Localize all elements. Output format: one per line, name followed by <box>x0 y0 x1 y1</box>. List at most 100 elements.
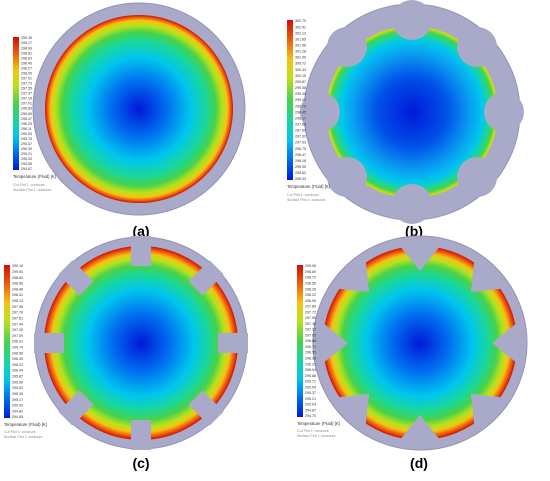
legend-value: 298.99 <box>21 46 32 50</box>
panel-c-label: (c) <box>132 455 149 471</box>
panel-c-legend-bar <box>4 265 10 418</box>
legend-value: 296.91 <box>12 340 23 344</box>
legend-value: 295.00 <box>12 404 23 408</box>
legend-value: 295.52 <box>12 386 23 390</box>
legend-value: 295.87 <box>12 375 23 379</box>
legend-value: 295.88 <box>305 374 316 378</box>
panel-b-caption-1: Cut Plot 1: contours <box>287 193 319 197</box>
panel-d-legend-title: Temperature (Fluid) [K] <box>297 421 340 426</box>
semicircle-fin <box>392 184 432 224</box>
legend-value: 297.05 <box>305 333 316 337</box>
triangular-fin <box>492 322 518 364</box>
legend-value: 302.13 <box>295 31 306 35</box>
panel-d-legend-bar <box>297 265 303 417</box>
legend-value: 301.28 <box>295 50 306 54</box>
legend-value: 296.47 <box>295 153 306 157</box>
legend-value: 301.00 <box>295 56 306 60</box>
legend-value: 296.21 <box>305 362 316 366</box>
rectangular-fin <box>131 236 151 266</box>
legend-value: 296.56 <box>12 351 23 355</box>
legend-value: 294.67 <box>21 167 32 171</box>
panel-a: 299.35299.17298.99298.81298.63298.45298.… <box>13 2 246 239</box>
legend-value: 295.35 <box>12 392 23 396</box>
semicircle-fin <box>457 26 498 67</box>
panel-a-caption-1: Cut Plot 1: contours <box>13 183 45 187</box>
panel-d-caption-2: Surface Plot 1: contours <box>297 434 336 438</box>
legend-value: 297.60 <box>295 129 306 133</box>
panel-c-caption-2: Surface Plot 1: contours <box>4 435 43 439</box>
legend-value: 296.29 <box>21 122 32 126</box>
legend-value: 298.17 <box>295 116 306 120</box>
panel-a-caption-2: Surface Plot 1: contours <box>13 188 52 192</box>
legend-value: 295.90 <box>295 165 306 169</box>
legend-value: 297.44 <box>12 322 23 326</box>
panel-a-label: (a) <box>132 223 149 239</box>
legend-value: 296.47 <box>21 117 32 121</box>
legend-value: 297.55 <box>21 87 32 91</box>
legend-value: 296.18 <box>295 159 306 163</box>
legend-value: 299.06 <box>305 264 316 268</box>
legend-value: 298.83 <box>12 276 23 280</box>
legend-value: 296.38 <box>305 357 316 361</box>
legend-value: 297.37 <box>21 92 32 96</box>
semicircle-fin <box>326 157 367 198</box>
legend-value: 297.38 <box>305 322 316 326</box>
legend-value: 296.65 <box>21 112 32 116</box>
legend-value: 300.72 <box>295 62 306 66</box>
legend-value: 299.18 <box>12 264 23 268</box>
triangular-fin <box>470 259 504 293</box>
triangular-fin <box>470 393 504 427</box>
legend-value: 295.03 <box>21 157 32 161</box>
legend-value: 295.21 <box>305 397 316 401</box>
legend-value: 298.56 <box>305 282 316 286</box>
legend-value: 298.45 <box>295 110 306 114</box>
legend-value: 296.75 <box>295 147 306 151</box>
rectangular-fin <box>58 260 94 296</box>
legend-value: 297.91 <box>21 77 32 81</box>
legend-value: 297.96 <box>12 305 23 309</box>
legend-value: 297.32 <box>295 135 306 139</box>
panel-b-caption-2: Surface Plot 1: contours <box>287 198 326 202</box>
panel-c-caption-1: Cut Plot 1: contours <box>4 430 36 434</box>
legend-value: 298.48 <box>12 287 23 291</box>
legend-value: 294.70 <box>305 414 316 418</box>
rectangular-fin <box>218 333 248 353</box>
legend-value: 296.83 <box>21 107 32 111</box>
legend-value: 296.74 <box>12 346 23 350</box>
panel-d-caption-1: Cut Plot 1: contours <box>297 429 329 433</box>
panel-c-legend-title: Temperature (Fluid) [K] <box>4 422 47 427</box>
legend-value: 299.02 <box>295 98 306 102</box>
legend-value: 298.27 <box>21 66 32 70</box>
panel-a-legend-bar <box>13 37 19 170</box>
legend-value: 297.78 <box>12 311 23 315</box>
legend-value: 298.81 <box>21 51 32 55</box>
legend-value: 297.73 <box>21 82 32 86</box>
legend-value: 297.88 <box>295 123 306 127</box>
legend-value: 295.37 <box>305 391 316 395</box>
legend-value: 297.22 <box>305 328 316 332</box>
legend-value: 298.63 <box>21 56 32 60</box>
semicircle-fin <box>326 26 367 67</box>
legend-value: 301.85 <box>295 37 306 41</box>
triangular-fin <box>336 259 370 293</box>
panel-a-legend-values: 299.35299.17298.99298.81298.63298.45298.… <box>21 36 32 171</box>
legend-value: 299.17 <box>21 41 32 45</box>
legend-value: 302.41 <box>295 25 306 29</box>
triangular-fin <box>399 415 441 441</box>
legend-value: 296.22 <box>12 363 23 367</box>
legend-value: 295.17 <box>12 398 23 402</box>
legend-value: 299.87 <box>295 80 306 84</box>
legend-value: 294.87 <box>305 408 316 412</box>
legend-value: 296.71 <box>305 345 316 349</box>
legend-value: 294.82 <box>12 409 23 413</box>
legend-value: 297.19 <box>21 97 32 101</box>
panel-a-legend: 299.35299.17298.99298.81298.63298.45298.… <box>13 36 56 192</box>
legend-value: 297.03 <box>295 141 306 145</box>
legend-value: 300.15 <box>295 74 306 78</box>
legend-value: 298.72 <box>305 276 316 280</box>
legend-value: 298.73 <box>295 104 306 108</box>
